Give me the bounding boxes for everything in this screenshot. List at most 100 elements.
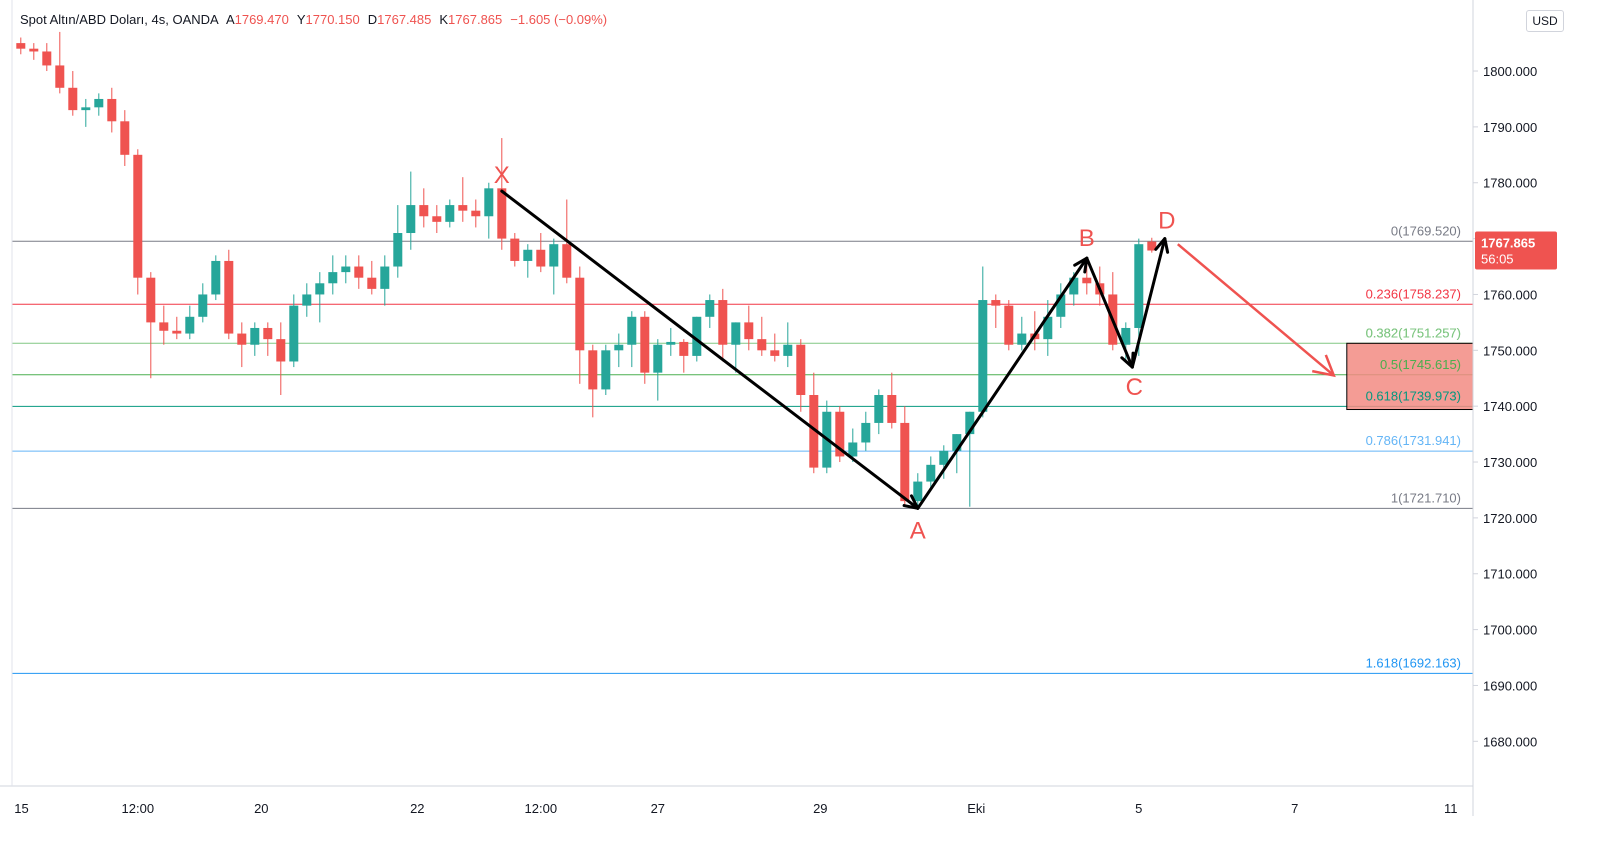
candle-body — [536, 249, 546, 267]
price-tick-label: 1680.000 — [1483, 734, 1537, 749]
candle — [874, 389, 884, 435]
candle — [354, 255, 364, 289]
candle — [185, 305, 195, 340]
candle-body — [393, 233, 403, 267]
price-tick-label: 1690.000 — [1483, 678, 1537, 693]
candle-body — [1121, 327, 1131, 345]
candle-body — [666, 341, 676, 345]
candle — [484, 182, 494, 239]
candle — [757, 316, 767, 356]
candle — [510, 233, 520, 267]
pattern-leg-CD[interactable] — [1130, 237, 1167, 369]
candle — [16, 37, 26, 55]
candle — [523, 244, 533, 278]
candle — [952, 434, 962, 474]
time-axis[interactable]: 15 12:00 20 22 12:00 27 29 Eki 5 7 11 — [0, 0, 1473, 816]
fib-label-1: 1(1721.710) — [1391, 490, 1461, 505]
candle-body — [471, 210, 481, 217]
candle — [601, 344, 611, 395]
candle — [575, 266, 585, 384]
fib-label-zone-0.382: 0.382(1751.257) — [1366, 325, 1461, 340]
candle — [1004, 300, 1014, 351]
fib-label-0.236: 0.236(1758.237) — [1366, 286, 1461, 301]
candle-body — [640, 316, 650, 373]
candle-body — [497, 188, 507, 239]
candle — [107, 87, 117, 133]
candle — [315, 272, 325, 323]
pattern-leg-XA[interactable] — [500, 189, 920, 510]
candle-body — [94, 98, 104, 108]
candle-body — [1056, 294, 1066, 317]
price-tick-label: 1780.000 — [1483, 176, 1537, 191]
fib-label-1.618: 1.618(1692.163) — [1366, 655, 1461, 670]
candle-body — [133, 154, 143, 278]
candle — [237, 322, 247, 368]
candle — [731, 322, 741, 373]
target-zone-layer[interactable]: 0.382(1751.257) 0.5(1745.615) 0.618(1739.9… — [1346, 325, 1474, 411]
close-value: 1767.865 — [448, 12, 503, 27]
candle-body — [419, 205, 429, 217]
candle — [68, 71, 78, 116]
price-axis[interactable]: 1680.000 1690.000 1700.000 1710.000 1720.000… — [1472, 0, 1600, 845]
projection-layer[interactable] — [1176, 243, 1336, 378]
time-tick-label: 29 — [813, 801, 827, 816]
price-tick-label: 1720.000 — [1483, 511, 1537, 526]
candle-body — [263, 327, 273, 340]
candle — [588, 344, 598, 418]
candle — [146, 272, 156, 379]
candle-body — [16, 43, 26, 49]
candle-body — [809, 395, 819, 468]
candle — [770, 333, 780, 362]
harmonic-pattern[interactable]: X A B C D — [494, 162, 1176, 544]
price-tick-label: 1750.000 — [1483, 343, 1537, 358]
pattern-leg-BC[interactable] — [1085, 256, 1134, 369]
candle-body — [445, 205, 455, 222]
projection-arrow[interactable] — [1176, 243, 1335, 377]
candle-body — [627, 316, 637, 345]
candle-body — [523, 249, 533, 261]
candle — [445, 199, 455, 228]
candle-body — [965, 411, 975, 435]
fib-label-zone-0.5: 0.5(1745.615) — [1380, 357, 1461, 372]
candle — [926, 456, 936, 490]
time-tick-label: Eki — [967, 801, 985, 816]
candle-body — [588, 350, 598, 390]
candle — [159, 305, 169, 345]
candle-body — [484, 188, 494, 217]
pattern-leg-AB[interactable] — [916, 256, 1089, 510]
fib-label-0.786: 0.786(1731.941) — [1366, 433, 1461, 448]
candle-body — [848, 442, 858, 457]
time-tick-label: 22 — [410, 801, 424, 816]
candle — [835, 406, 845, 463]
candle-body — [679, 341, 689, 356]
candle — [614, 333, 624, 368]
candle — [341, 255, 351, 284]
currency-button[interactable]: USD — [1526, 10, 1564, 32]
time-tick-label: 12:00 — [525, 801, 558, 816]
candle — [627, 311, 637, 368]
close-label: K — [439, 12, 449, 27]
pattern-arrowhead-D — [1154, 237, 1170, 254]
candle-body — [562, 244, 572, 278]
candle — [471, 199, 481, 228]
candle — [978, 266, 988, 418]
candle — [393, 205, 403, 278]
candle — [380, 255, 390, 306]
candle-body — [380, 266, 390, 289]
candle — [887, 372, 897, 429]
price-tick-label: 1730.000 — [1483, 455, 1537, 470]
time-tick-label: 20 — [254, 801, 268, 816]
candle-body — [211, 260, 221, 295]
candle — [991, 294, 1001, 328]
price-tick-label: 1740.000 — [1483, 399, 1537, 414]
candle-body — [718, 300, 728, 345]
candles — [16, 31, 1157, 509]
candle-body — [939, 450, 949, 465]
candle-body — [1082, 277, 1092, 284]
target-zone[interactable] — [1346, 342, 1474, 411]
candle-body — [900, 422, 910, 502]
candle-body — [367, 277, 377, 289]
candle-body — [81, 107, 91, 111]
candle-body — [770, 350, 780, 356]
